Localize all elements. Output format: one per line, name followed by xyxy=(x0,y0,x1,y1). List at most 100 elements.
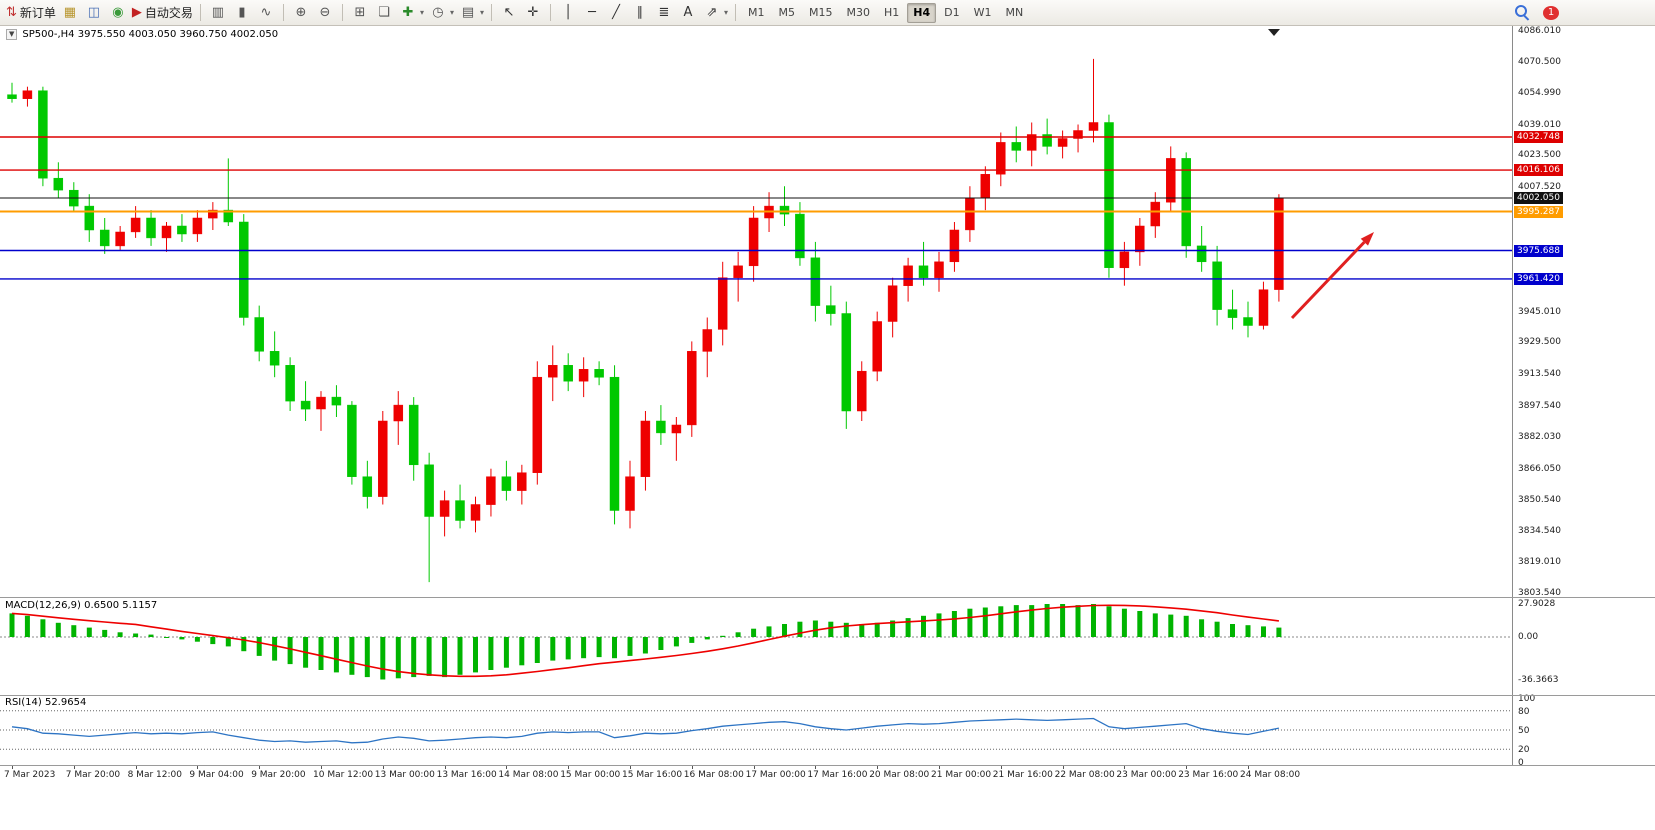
arrows-icon[interactable]: ⇗ xyxy=(700,3,724,23)
time-axis-label: 22 Mar 08:00 xyxy=(1054,770,1115,780)
dropdown-caret-icon[interactable]: ▾ xyxy=(449,8,454,17)
time-axis-tick xyxy=(506,765,508,769)
price-axis-label: 3897.540 xyxy=(1518,401,1561,411)
price-axis-label: 3850.540 xyxy=(1518,494,1561,505)
time-axis-tick xyxy=(753,765,755,769)
vertical-line-icon: │ xyxy=(564,5,572,20)
time-axis-tick xyxy=(259,765,261,769)
chart-shift-marker[interactable] xyxy=(1268,29,1280,36)
search-lens xyxy=(1515,5,1527,17)
timeframe-m1-button[interactable]: M1 xyxy=(748,5,765,19)
rsi-axis-label: 0 xyxy=(1518,758,1524,768)
pivot-line-price-tag: 3995.287 xyxy=(1514,205,1563,218)
new-order-label: 新订单 xyxy=(19,6,56,20)
price-axis-label: 4023.500 xyxy=(1518,150,1561,161)
charts-grid-icon[interactable]: ▦ xyxy=(58,3,82,23)
resistance-line-price-tag: 4032.748 xyxy=(1514,131,1563,143)
time-axis-label: 21 Mar 16:00 xyxy=(992,770,1053,780)
timeframe-h1-button[interactable]: H1 xyxy=(884,5,900,19)
line-chart-icon: ∿ xyxy=(260,5,272,20)
community-icon[interactable]: ◉ xyxy=(106,3,130,23)
zoom-out-icon[interactable]: ⊖ xyxy=(313,3,337,23)
timeframe-m30-button[interactable]: M30 xyxy=(846,5,871,19)
crosshair-icon[interactable]: ✛ xyxy=(521,3,545,23)
new-order-button[interactable]: ⇅ 新订单 xyxy=(4,3,58,23)
macd-panel[interactable] xyxy=(0,597,1512,695)
main-toolbar: ⇅ 新订单 ▦ ◫ ◉ ▶ 自动交易 ▥ ▮ ∿ ⊕ ⊖ ⊞ ❏ ✚ ▾ ◷ ▾ ▤ ▾ ↖ ✛ │ ─ ╱ ∥ ≣ A ⇗ ▾ M1 M5… xyxy=(0,0,1655,26)
time-axis-tick xyxy=(939,765,940,769)
rsi-axis-label: 80 xyxy=(1518,706,1530,717)
dropdown-caret-icon[interactable]: ▾ xyxy=(419,8,424,17)
price-axis-label: 3819.010 xyxy=(1518,557,1561,568)
vertical-line-icon[interactable]: │ xyxy=(556,3,580,23)
chart-window[interactable]: 4086.010 4070.500 4054.990 4039.010 4023.500… xyxy=(0,26,1655,830)
tile-windows-icon: ❏ xyxy=(378,5,390,20)
rsi-axis-label: 50 xyxy=(1518,726,1530,736)
time-axis-label: 9 Mar 20:00 xyxy=(251,770,306,780)
line-chart-icon[interactable]: ∿ xyxy=(254,3,278,23)
time-axis-tick xyxy=(135,765,137,769)
dropdown-caret-icon[interactable]: ▾ xyxy=(479,8,484,17)
current-price-line-price-tag: 4002.050 xyxy=(1514,192,1563,204)
toolbar-icon-group: ⇅ 新订单 ▦ ◫ ◉ ▶ 自动交易 ▥ ▮ ∿ ⊕ ⊖ ⊞ ❏ ✚ ▾ ◷ ▾ ▤ ▾ ↖ ✛ │ ─ ╱ ∥ ≣ A ⇗ ▾ xyxy=(4,3,741,23)
time-axis-tick xyxy=(73,765,75,769)
fibonacci-icon[interactable]: ≣ xyxy=(652,3,676,23)
main-price-chart[interactable] xyxy=(0,26,1512,597)
time-axis[interactable]: 7 Mar 2023 7 Mar 20:00 8 Mar 12:00 9 Mar 04… xyxy=(0,765,1655,830)
time-axis-label: 15 Mar 00:00 xyxy=(560,770,621,780)
timeframe-d1-button[interactable]: D1 xyxy=(944,5,960,19)
zoom-out-icon: ⊖ xyxy=(319,5,331,20)
panel-divider[interactable] xyxy=(0,597,1655,598)
arrow-annotation[interactable] xyxy=(1290,232,1374,320)
timeframe-mn-button[interactable]: MN xyxy=(1005,5,1024,19)
market-watch-icon[interactable]: ◫ xyxy=(82,3,106,23)
rsi-axis-label: 100 xyxy=(1518,694,1536,704)
period-icon[interactable]: ◷ xyxy=(426,3,450,23)
grid-icon: ⊞ xyxy=(354,5,366,20)
market-watch-icon: ◫ xyxy=(87,5,101,20)
panel-divider[interactable] xyxy=(0,695,1655,696)
time-axis-tick xyxy=(197,765,199,769)
time-axis-label: 23 Mar 16:00 xyxy=(1178,770,1239,780)
notification-badge[interactable]: 1 xyxy=(1543,5,1559,20)
trendline-icon[interactable]: ╱ xyxy=(604,3,628,23)
zoom-in-icon[interactable]: ⊕ xyxy=(289,3,313,23)
collapse-icon[interactable]: ▼ xyxy=(6,29,18,40)
time-axis-tick xyxy=(1124,765,1126,769)
auto-trading-button[interactable]: ▶ 自动交易 xyxy=(130,3,195,23)
price-axis-label: 3866.050 xyxy=(1518,463,1561,474)
candlestick-chart-icon[interactable]: ▮ xyxy=(230,3,254,23)
indicators-icon[interactable]: ✚ xyxy=(396,3,420,23)
grid-icon[interactable]: ⊞ xyxy=(348,3,372,23)
resistance-line-price-tag: 4016.106 xyxy=(1514,164,1563,177)
timeframe-m15-button[interactable]: M15 xyxy=(809,5,833,19)
time-axis-tick xyxy=(321,765,322,769)
timeframe-h4-button[interactable]: H4 xyxy=(907,2,937,23)
macd-indicator-label: MACD(12,26,9) 0.6500 5.1157 xyxy=(5,600,158,611)
macd-axis-label: 27.9028 xyxy=(1518,599,1556,610)
templates-icon[interactable]: ▤ xyxy=(456,3,480,23)
horizontal-line-icon[interactable]: ─ xyxy=(580,3,604,23)
bar-chart-icon[interactable]: ▥ xyxy=(206,3,230,23)
community-icon: ◉ xyxy=(112,5,124,20)
timeframe-m5-button[interactable]: M5 xyxy=(778,5,796,19)
price-axis[interactable]: 4086.010 4070.500 4054.990 4039.010 4023.500… xyxy=(1512,26,1655,768)
candlestick-chart-icon: ▮ xyxy=(238,5,246,20)
time-axis-label: 21 Mar 00:00 xyxy=(931,770,992,780)
horizontal-price-lines[interactable] xyxy=(0,136,1512,280)
channel-icon[interactable]: ∥ xyxy=(628,3,652,23)
price-axis-label: 3803.540 xyxy=(1518,588,1561,598)
timeframe-w1-button[interactable]: W1 xyxy=(973,5,992,19)
tile-windows-icon[interactable]: ❏ xyxy=(372,3,396,23)
search-icon[interactable] xyxy=(1514,4,1531,21)
rsi-panel[interactable] xyxy=(0,695,1512,765)
time-axis-tick xyxy=(444,765,446,769)
time-axis-label: 15 Mar 16:00 xyxy=(622,770,683,780)
time-axis-label: 23 Mar 00:00 xyxy=(1116,770,1177,780)
price-axis-label: 3945.010 xyxy=(1518,306,1561,317)
text-icon[interactable]: A xyxy=(676,3,700,23)
dropdown-caret-icon[interactable]: ▾ xyxy=(723,8,728,17)
cursor-icon[interactable]: ↖ xyxy=(497,3,521,23)
zoom-in-icon: ⊕ xyxy=(295,5,307,20)
toolbar-separator xyxy=(341,4,343,21)
